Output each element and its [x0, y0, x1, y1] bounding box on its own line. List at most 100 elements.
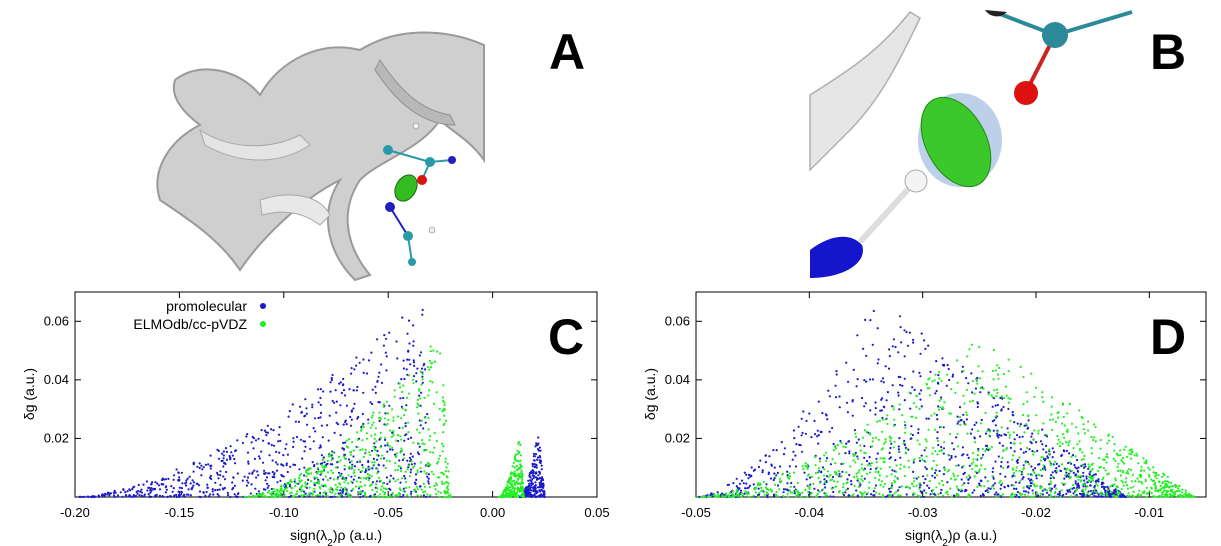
data-point	[1019, 448, 1023, 451]
data-point	[365, 432, 368, 435]
data-point	[317, 401, 320, 404]
data-point	[1033, 483, 1036, 487]
data-point	[922, 495, 926, 498]
data-point	[360, 427, 363, 431]
data-point	[992, 484, 995, 487]
data-point	[252, 447, 255, 450]
data-point	[420, 419, 423, 422]
data-point	[1082, 428, 1085, 431]
panel-label-d: D	[1150, 309, 1187, 365]
data-point	[429, 350, 432, 353]
data-point	[1046, 491, 1049, 494]
data-point	[786, 495, 790, 498]
data-point	[839, 439, 842, 443]
data-point	[341, 447, 344, 450]
data-point	[525, 490, 528, 493]
data-point	[933, 379, 936, 382]
data-point	[953, 478, 956, 481]
data-point	[519, 454, 523, 457]
data-point	[409, 495, 412, 498]
data-point	[164, 491, 167, 494]
data-point	[345, 476, 348, 480]
data-point	[172, 478, 175, 481]
data-point	[250, 441, 253, 444]
data-point	[428, 439, 431, 442]
data-point	[1050, 487, 1053, 490]
data-point	[406, 459, 409, 462]
data-point	[541, 483, 544, 486]
data-point	[877, 438, 880, 441]
data-point	[870, 462, 874, 465]
data-point	[439, 352, 442, 355]
data-point	[754, 486, 758, 489]
data-point	[171, 490, 174, 493]
data-point	[538, 494, 542, 497]
data-point	[532, 459, 536, 462]
data-point	[1041, 428, 1044, 431]
data-point	[532, 490, 535, 493]
data-point	[928, 394, 932, 397]
data-point	[323, 461, 326, 464]
data-point	[1075, 488, 1079, 491]
data-point	[316, 388, 320, 391]
data-point	[383, 417, 386, 420]
data-point	[336, 478, 339, 481]
data-point	[893, 418, 896, 421]
data-point	[511, 465, 514, 468]
data-point	[1124, 480, 1127, 484]
data-point	[1101, 493, 1105, 496]
data-point	[317, 416, 320, 420]
data-point	[962, 464, 965, 468]
data-point	[807, 490, 810, 494]
data-point	[908, 487, 912, 490]
data-point	[966, 453, 969, 456]
data-point	[1057, 416, 1060, 419]
data-point	[1024, 450, 1027, 453]
data-point	[889, 440, 892, 443]
data-point	[991, 470, 994, 473]
data-point	[423, 396, 426, 399]
data-point	[935, 389, 938, 393]
data-point	[415, 485, 418, 488]
data-point	[1070, 495, 1073, 498]
data-point	[1007, 407, 1010, 410]
data-point	[852, 453, 855, 456]
data-point	[937, 405, 940, 408]
data-point	[1033, 395, 1036, 398]
data-point	[832, 495, 835, 498]
data-point	[819, 430, 822, 433]
data-point	[386, 450, 389, 453]
data-point	[1000, 460, 1003, 464]
data-point	[388, 404, 391, 407]
data-point	[1140, 465, 1143, 468]
data-point	[992, 467, 995, 470]
data-point	[757, 482, 760, 485]
nitrogen-atom	[810, 236, 863, 278]
data-point	[222, 450, 225, 453]
data-point	[425, 448, 428, 451]
data-point	[1027, 473, 1030, 476]
data-point	[1000, 409, 1003, 412]
data-point	[752, 494, 755, 497]
data-point	[318, 480, 321, 483]
data-point	[1049, 480, 1052, 483]
data-point	[780, 441, 783, 444]
data-point	[216, 488, 219, 491]
data-point	[915, 484, 918, 487]
data-point	[395, 452, 399, 455]
data-point	[423, 416, 426, 419]
data-point	[423, 449, 426, 452]
y-tick-labels: 0.020.040.06	[44, 313, 69, 445]
data-point	[994, 460, 997, 463]
data-point	[943, 401, 946, 404]
data-point	[992, 348, 995, 352]
data-point	[1135, 452, 1138, 455]
data-point	[994, 369, 998, 372]
data-point	[770, 464, 774, 467]
data-point	[288, 482, 291, 485]
data-point	[888, 487, 891, 490]
data-point	[801, 431, 804, 434]
data-point	[1094, 473, 1097, 476]
data-point	[915, 416, 918, 419]
data-point	[137, 483, 140, 487]
